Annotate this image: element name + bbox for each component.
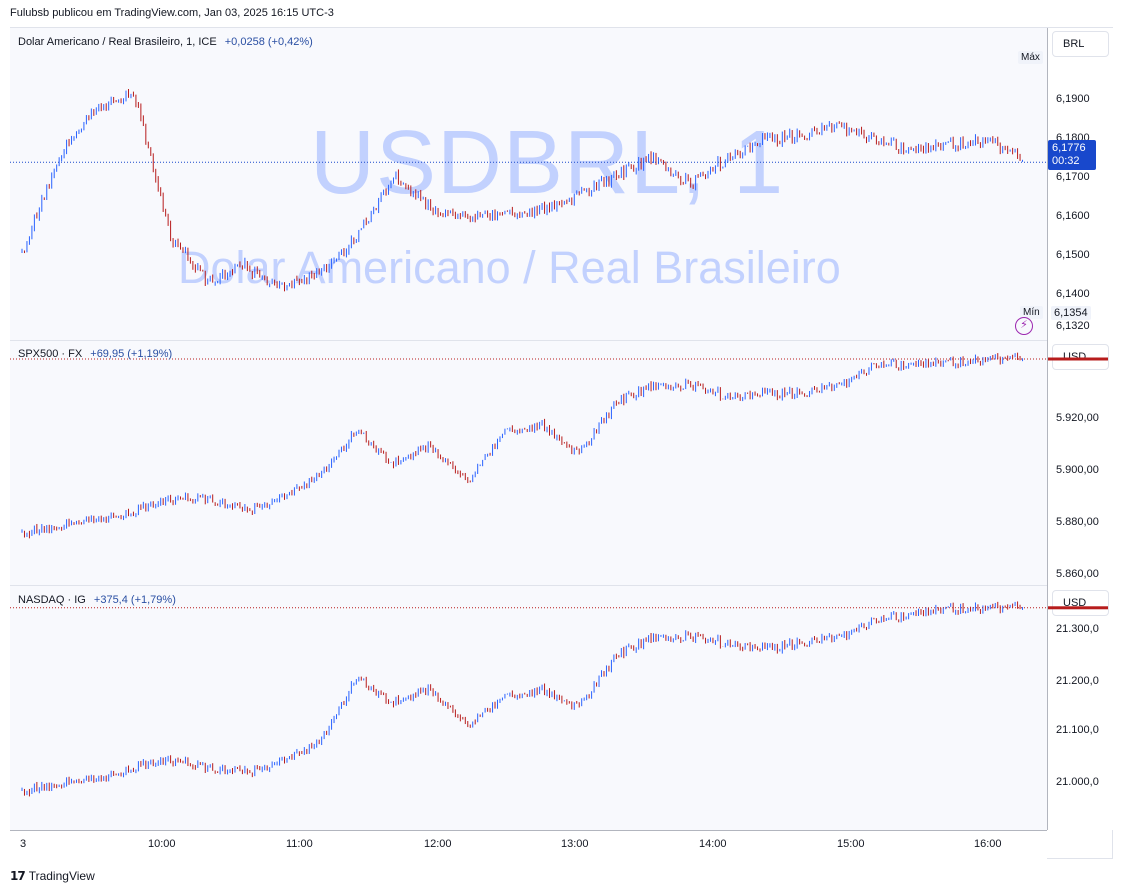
watermark-name: Dolar Americano / Real Brasileiro <box>178 242 841 293</box>
legend-symbol: Dolar Americano / Real Brasileiro, 1, IC… <box>18 36 217 48</box>
legend-spx500[interactable]: SPX500 · FX +69,95 (+1,19%) <box>18 348 172 360</box>
nasdaq-candles <box>10 601 1047 797</box>
x-tick: 10:00 <box>148 838 176 850</box>
y-tick: 6,1600 <box>1056 210 1090 222</box>
currency-button-brl[interactable]: BRL <box>1052 31 1109 57</box>
pane-separator[interactable] <box>10 585 1113 586</box>
usdbrl-candles <box>10 88 1047 292</box>
y-tick: 21.200,0 <box>1056 675 1099 687</box>
x-tick: 15:00 <box>837 838 865 850</box>
legend-symbol: NASDAQ · IG <box>18 594 86 606</box>
currency-button-usd[interactable]: USD <box>1052 344 1109 370</box>
y-tick: 21.300,0 <box>1056 623 1099 635</box>
countdown-value: 00:32 <box>1052 155 1080 167</box>
pane-usdbrl[interactable]: USDBRL, 1 Dolar Americano / Real Brasile… <box>10 28 1047 340</box>
x-tick: 12:00 <box>424 838 452 850</box>
y-tick: 6,1500 <box>1056 249 1090 261</box>
max-label: Máx <box>1018 51 1043 64</box>
y-tick: 5.880,00 <box>1056 516 1099 528</box>
tradingview-brand[interactable]: 𝟭𝟳 TradingView <box>10 869 95 883</box>
y-tick: 6,1320 <box>1056 320 1090 332</box>
y-tick: 6,1700 <box>1056 171 1090 183</box>
spx500-candles <box>10 352 1047 539</box>
brand-label: TradingView <box>28 869 95 883</box>
last-price-label: 6,1776 00:32 <box>1048 140 1096 170</box>
legend-change: +375,4 (+1,79%) <box>93 594 176 606</box>
x-tick: 16:00 <box>974 838 1002 850</box>
x-tick: 13:00 <box>561 838 589 850</box>
currency-button-usd[interactable]: USD <box>1052 590 1109 616</box>
flash-icon[interactable]: ⚡ <box>1015 317 1033 335</box>
x-tick: 11:00 <box>286 838 313 850</box>
pane-spx500[interactable]: SPX500 · FX +69,95 (+1,19%) <box>10 341 1047 585</box>
publish-credit: Fulubsb publicou em TradingView.com, Jan… <box>10 7 334 19</box>
pane-nasdaq[interactable]: NASDAQ · IG +375,4 (+1,79%) <box>10 586 1047 830</box>
y-tick: 5.920,00 <box>1056 412 1099 424</box>
min-value-label: 6,1354 <box>1051 306 1091 320</box>
last-price-value: 6,1776 <box>1052 142 1086 154</box>
legend-symbol: SPX500 · FX <box>18 348 83 360</box>
legend-usdbrl[interactable]: Dolar Americano / Real Brasileiro, 1, IC… <box>18 36 313 48</box>
y-tick: 5.860,00 <box>1056 568 1099 580</box>
tradingview-logo-icon: 𝟭𝟳 <box>10 869 26 883</box>
min-label: Mín <box>1020 306 1043 319</box>
y-tick: 21.100,0 <box>1056 724 1099 736</box>
legend-nasdaq[interactable]: NASDAQ · IG +375,4 (+1,79%) <box>18 594 176 606</box>
pane-separator[interactable] <box>10 340 1113 341</box>
x-tick: 14:00 <box>699 838 727 850</box>
y-tick: 6,1400 <box>1056 288 1090 300</box>
watermark-symbol: USDBRL, 1 <box>310 113 785 213</box>
time-axis[interactable]: 3 10:00 11:00 12:00 13:00 14:00 15:00 16… <box>10 830 1047 859</box>
y-tick: 21.000,0 <box>1056 776 1099 788</box>
legend-change: +0,0258 (+0,42%) <box>224 36 313 48</box>
x-tick: 3 <box>20 838 27 850</box>
y-tick: 5.900,00 <box>1056 464 1099 476</box>
y-tick: 6,1900 <box>1056 93 1090 105</box>
legend-change: +69,95 (+1,19%) <box>90 348 173 360</box>
